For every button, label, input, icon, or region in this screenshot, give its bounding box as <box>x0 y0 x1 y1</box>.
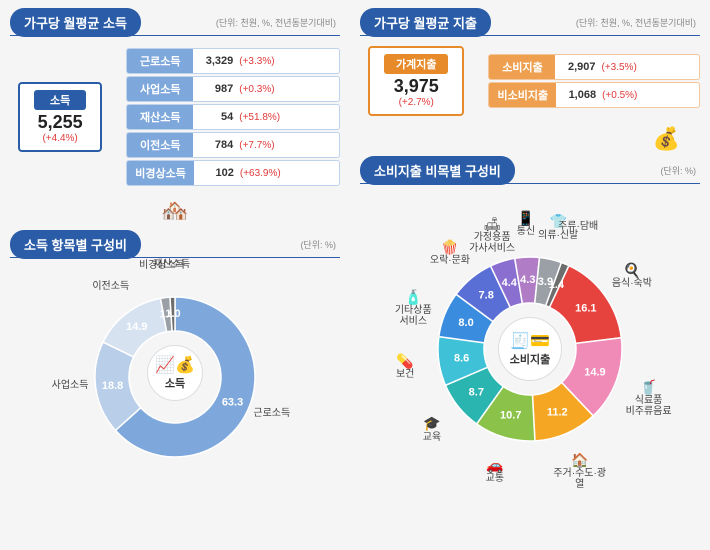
donut-slice-value: 8.7 <box>469 386 484 398</box>
income-donut: 63.318.814.91.91.0 📈💰 소득 근로소득사업소득이전소득비경상… <box>10 268 340 478</box>
income-header: 가구당 월평균 소득 (단위: 천원, %, 전년동분기대비) <box>10 8 340 37</box>
donut-slice-value: 7.8 <box>479 290 494 302</box>
income-row: 근로소득3,329(+3.3%) <box>126 48 340 74</box>
spending-donut-header: 소비지출 비목별 구성비 (단위: %) <box>360 156 700 185</box>
income-row-label: 사업소득 <box>127 77 193 101</box>
spending-donut-unit: (단위: %) <box>521 164 700 177</box>
income-row-value: 987 <box>193 79 237 99</box>
expenditure-header: 가구당 월평균 지출 (단위: 천원, %, 전년동분기대비) <box>360 8 700 37</box>
expenditure-row: 비소비지출1,068(+0.5%) <box>488 82 700 108</box>
donut-slice-value: 11.2 <box>547 406 568 418</box>
income-row-label: 근로소득 <box>127 49 193 73</box>
donut-slice-value: 16.1 <box>575 302 596 314</box>
income-main-change: (+4.4%) <box>34 133 86 144</box>
income-row-label: 비경상소득 <box>127 161 194 185</box>
houses-icon: 🏘️ <box>10 198 340 224</box>
donut-slice-value: 14.9 <box>126 321 147 333</box>
expenditure-row: 소비지출2,907(+3.5%) <box>488 54 700 80</box>
income-main-label: 소득 <box>34 90 86 110</box>
expenditure-main-box: 가계지출 3,975 (+2.7%) <box>368 46 464 116</box>
expenditure-main-value: 3,975 <box>384 76 448 97</box>
income-unit: (단위: 천원, %, 전년동분기대비) <box>147 16 340 29</box>
income-donut-unit: (단위: %) <box>147 238 340 251</box>
donut-slice-value: 1.4 <box>549 279 565 291</box>
income-row-label: 이전소득 <box>127 133 193 157</box>
income-row-value: 3,329 <box>193 51 237 71</box>
income-rows: 근로소득3,329(+3.3%)사업소득987(+0.3%)재산소득54(+51… <box>126 46 340 188</box>
income-row-change: (+0.3%) <box>237 80 280 99</box>
income-row-value: 102 <box>194 163 238 183</box>
donut-slice-value: 10.7 <box>500 409 521 421</box>
spending-donut-center-label: 소비지출 <box>510 351 550 367</box>
spending-donut: 16.114.911.210.78.78.68.07.84.44.33.91.4… <box>360 194 700 504</box>
income-donut-header: 소득 항목별 구성비 (단위: %) <box>10 230 340 259</box>
donut-slice-value: 8.0 <box>458 317 473 329</box>
income-row-label: 재산소득 <box>127 105 193 129</box>
income-donut-center: 📈💰 소득 <box>147 345 203 401</box>
expenditure-row-value: 2,907 <box>555 57 599 77</box>
chart-icon: 📈💰 <box>155 355 195 375</box>
expenditure-row-label: 소비지출 <box>489 55 555 79</box>
income-row-value: 54 <box>193 107 237 127</box>
left-column: 가구당 월평균 소득 (단위: 천원, %, 전년동분기대비) 소득 5,255… <box>0 0 350 550</box>
donut-slice-value: 4.4 <box>502 277 518 289</box>
income-donut-center-label: 소득 <box>165 375 185 391</box>
expenditure-row-change: (+3.5%) <box>599 58 642 77</box>
donut-slice-value: 63.3 <box>222 397 243 409</box>
income-row: 사업소득987(+0.3%) <box>126 76 340 102</box>
donut-slice-value: 18.8 <box>102 380 123 392</box>
money-icon: 💰 <box>360 126 680 152</box>
donut-slice-value: 8.6 <box>454 352 469 364</box>
donut-slice-value: 1.0 <box>165 308 180 320</box>
donut-slice-value: 14.9 <box>584 366 605 378</box>
donut-slice-value: 4.3 <box>520 274 535 286</box>
income-row: 비경상소득102(+63.9%) <box>126 160 340 186</box>
income-row-change: (+63.9%) <box>238 164 287 183</box>
expenditure-main-change: (+2.7%) <box>384 97 448 108</box>
income-row-change: (+7.7%) <box>237 136 280 155</box>
income-row-change: (+51.8%) <box>237 108 286 127</box>
expenditure-row-change: (+0.5%) <box>600 86 643 105</box>
income-row-change: (+3.3%) <box>237 52 280 71</box>
expenditure-rows: 소비지출2,907(+3.5%)비소비지출1,068(+0.5%) <box>488 52 700 110</box>
expenditure-row-label: 비소비지출 <box>489 83 556 107</box>
income-row: 재산소득54(+51.8%) <box>126 104 340 130</box>
spending-donut-center: 🧾💳 소비지출 <box>498 317 562 381</box>
income-main-box: 소득 5,255 (+4.4%) <box>18 82 102 152</box>
income-tree: 소득 5,255 (+4.4%) 근로소득3,329(+3.3%)사업소득987… <box>10 46 340 188</box>
receipt-icon: 🧾💳 <box>510 331 550 351</box>
income-title: 가구당 월평균 소득 <box>10 8 141 37</box>
page: 가구당 월평균 소득 (단위: 천원, %, 전년동분기대비) 소득 5,255… <box>0 0 710 550</box>
spending-donut-title: 소비지출 비목별 구성비 <box>360 156 515 185</box>
expenditure-row-value: 1,068 <box>556 85 600 105</box>
income-row-value: 784 <box>193 135 237 155</box>
income-donut-title: 소득 항목별 구성비 <box>10 230 141 259</box>
expenditure-main-label: 가계지출 <box>384 54 448 74</box>
expenditure-title: 가구당 월평균 지출 <box>360 8 491 37</box>
right-column: 가구당 월평균 지출 (단위: 천원, %, 전년동분기대비) 가계지출 3,9… <box>350 0 710 550</box>
expenditure-unit: (단위: 천원, %, 전년동분기대비) <box>497 16 700 29</box>
expenditure-tree: 가계지출 3,975 (+2.7%) 소비지출2,907(+3.5%)비소비지출… <box>360 46 700 116</box>
income-row: 이전소득784(+7.7%) <box>126 132 340 158</box>
income-main-value: 5,255 <box>34 112 86 133</box>
